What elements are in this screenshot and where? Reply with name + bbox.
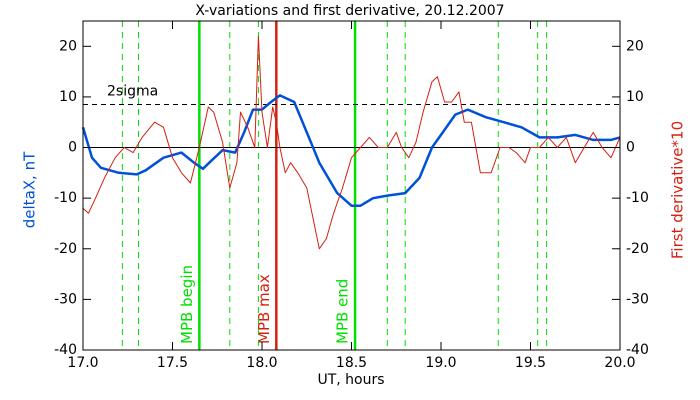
marker-label: MPB max bbox=[255, 274, 273, 344]
y-tick-label: -10 bbox=[54, 190, 77, 206]
y2-tick-label: -20 bbox=[626, 241, 649, 257]
series-line bbox=[82, 35, 621, 250]
y-axis-label: deltaX, nT bbox=[21, 151, 39, 228]
y2-tick-label: 0 bbox=[626, 140, 635, 156]
y-tick-label: -30 bbox=[54, 291, 77, 307]
y-tick-label: 10 bbox=[59, 89, 77, 105]
y2-tick-label: -30 bbox=[626, 291, 649, 307]
x-axis-label: UT, hours bbox=[317, 372, 384, 388]
y-tick-label: -40 bbox=[54, 342, 77, 358]
y2-tick-label: -10 bbox=[626, 190, 649, 206]
x-tick-label: 18.0 bbox=[246, 355, 277, 371]
x-tick-label: 18.5 bbox=[336, 355, 367, 371]
x-tick-label: 17.0 bbox=[67, 355, 98, 371]
y-tick-label: -20 bbox=[54, 241, 77, 257]
marker-label: MPB begin bbox=[178, 265, 196, 344]
x-tick-label: 19.5 bbox=[515, 355, 546, 371]
series-line bbox=[81, 94, 621, 207]
x-tick-label: 17.5 bbox=[157, 355, 188, 371]
x-tick-label: 20.0 bbox=[604, 355, 635, 371]
y2-axis-label: First derivative*10 bbox=[669, 121, 687, 259]
x-tick-label: 19.0 bbox=[425, 355, 456, 371]
chart-title: X-variations and first derivative, 20.12… bbox=[195, 3, 504, 19]
threshold-label: 2sigma bbox=[107, 84, 158, 100]
y2-tick-label: -40 bbox=[626, 342, 649, 358]
y2-tick-label: 10 bbox=[626, 89, 644, 105]
y-tick-label: 20 bbox=[59, 38, 77, 54]
marker-label: MPB end bbox=[334, 279, 352, 344]
y2-tick-label: 20 bbox=[626, 38, 644, 54]
y-tick-label: 0 bbox=[68, 140, 77, 156]
